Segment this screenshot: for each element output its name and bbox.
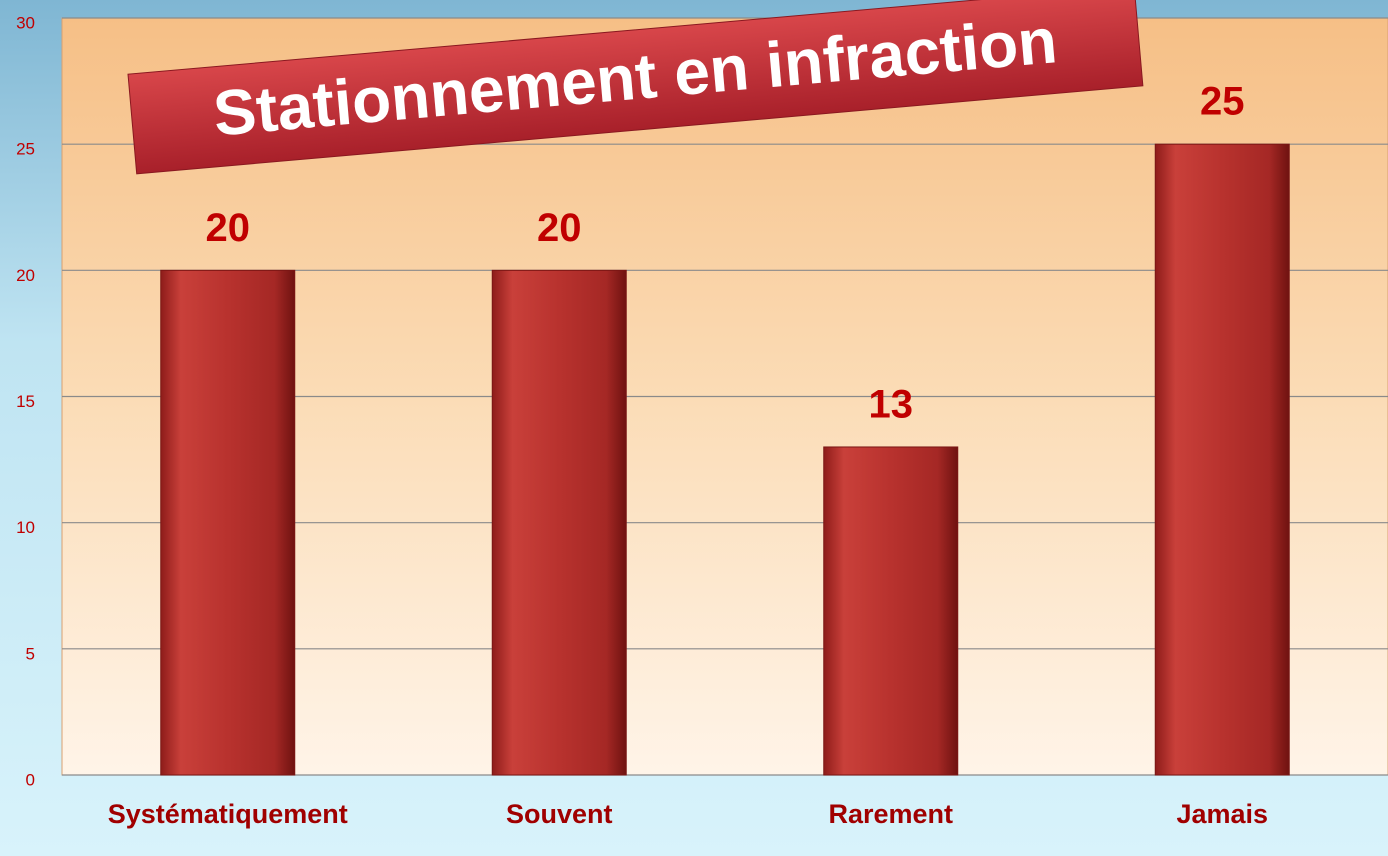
y-tick-label: 25 (16, 140, 35, 159)
data-label: 20 (537, 206, 582, 250)
data-label: 13 (869, 383, 914, 427)
y-tick-label: 30 (16, 13, 35, 32)
banner (127, 0, 1144, 175)
y-tick-label: 20 (16, 266, 35, 285)
data-label: 20 (206, 206, 251, 250)
bar (160, 269, 296, 776)
y-tick-label: 10 (16, 518, 35, 537)
x-tick-label: Systématiquement (108, 799, 348, 829)
x-tick-label: Souvent (506, 799, 613, 829)
bar (491, 269, 627, 776)
x-tick-label: Jamais (1176, 799, 1268, 829)
x-tick-label: Rarement (828, 799, 953, 829)
bar (1154, 143, 1290, 776)
y-tick-label: 15 (16, 392, 35, 411)
y-tick-label: 0 (26, 770, 35, 789)
bar (823, 446, 959, 776)
data-label: 25 (1200, 80, 1245, 124)
y-tick-label: 5 (26, 644, 35, 663)
